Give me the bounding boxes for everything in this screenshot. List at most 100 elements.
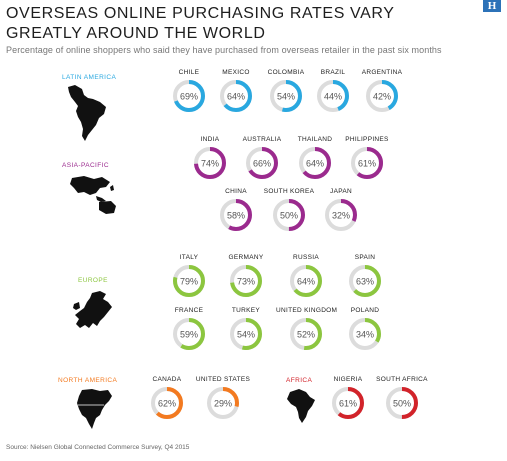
source-note: Source: Nielsen Global Connected Commerc… (6, 444, 190, 451)
donut-arc (220, 80, 252, 112)
country-india: INDIA 74% (180, 135, 240, 180)
chart-subtitle: Percentage of online shoppers who said t… (6, 45, 442, 55)
value-label: 69% (180, 92, 198, 102)
donut-chart: 63% (349, 265, 381, 297)
country-spain: SPAIN 63% (335, 253, 395, 298)
country-south-korea: SOUTH KOREA 50% (259, 187, 319, 232)
country-turkey: TURKEY 54% (216, 306, 276, 351)
country-australia: AUSTRALIA 66% (232, 135, 292, 180)
donut-chart: 59% (173, 318, 205, 350)
donut-arc (173, 265, 205, 297)
chart-title: OVERSEAS ONLINE PURCHASING RATES VARY GR… (6, 5, 395, 42)
country-poland: POLAND 34% (335, 306, 395, 351)
north-america-map-icon (77, 389, 112, 429)
country-label: CHINA (225, 188, 247, 195)
donut-arc (246, 147, 278, 179)
value-label: 42% (373, 92, 391, 102)
value-label: 63% (356, 277, 374, 287)
country-russia: RUSSIA 64% (276, 253, 336, 298)
value-label: 61% (339, 399, 357, 409)
value-label: 34% (356, 330, 374, 340)
country-mexico: MEXICO 64% (206, 68, 266, 113)
donut-arc (230, 318, 262, 350)
donut-chart: 42% (366, 80, 398, 112)
value-label: 64% (227, 92, 245, 102)
donut-arc (349, 265, 381, 297)
value-label: 73% (237, 277, 255, 287)
value-label: 52% (297, 330, 315, 340)
country-label: BRAZIL (320, 69, 346, 76)
donut-chart: 44% (317, 80, 349, 112)
value-label: 58% (227, 211, 245, 221)
donut-arc (349, 318, 381, 350)
value-label: 59% (180, 330, 198, 340)
country-philippines: PHILIPPINES 61% (337, 135, 397, 180)
donut-arc (230, 265, 262, 297)
country-label: MEXICO (222, 69, 250, 76)
latin-america-map-icon (68, 85, 106, 141)
value-label: 54% (237, 330, 255, 340)
donut-chart: 66% (246, 147, 278, 179)
donut-arc (325, 199, 357, 231)
country-japan: JAPAN 32% (311, 187, 371, 232)
value-label: 29% (214, 399, 232, 409)
value-label: 54% (277, 92, 295, 102)
donut-chart: 79% (173, 265, 205, 297)
donut-chart: 29% (207, 387, 239, 419)
donut-arc (386, 387, 418, 419)
country-france: FRANCE 59% (159, 306, 219, 351)
country-united-kingdom: UNITED KINGDOM 52% (276, 306, 337, 351)
donut-arc (299, 147, 331, 179)
donut-chart: 64% (220, 80, 252, 112)
country-china: CHINA 58% (206, 187, 266, 232)
country-nigeria: NIGERIA 61% (318, 375, 378, 420)
country-label: ARGENTINA (361, 69, 403, 76)
country-label: UNITED STATES (195, 376, 251, 383)
value-label: 66% (253, 159, 271, 169)
donut-arc (270, 80, 302, 112)
region-label-latin-america: LATIN AMERICA (62, 74, 117, 81)
country-thailand: THAILAND 64% (285, 135, 345, 180)
donut-arc (366, 80, 398, 112)
country-label: PHILIPPINES (345, 136, 389, 143)
donut-chart: 74% (194, 147, 226, 179)
donut-chart: 61% (351, 147, 383, 179)
country-label: SOUTH KOREA (263, 188, 315, 195)
donut-arc (332, 387, 364, 419)
country-label: POLAND (350, 307, 380, 314)
country-germany: GERMANY 73% (216, 253, 276, 298)
region-label-europe: EUROPE (78, 277, 108, 284)
donut-chart: 62% (151, 387, 183, 419)
donut-chart: 50% (386, 387, 418, 419)
donut-chart: 61% (332, 387, 364, 419)
donut-chart: 34% (349, 318, 381, 350)
donut-arc (194, 147, 226, 179)
donut-chart: 54% (230, 318, 262, 350)
country-italy: ITALY 79% (159, 253, 219, 298)
donut-arc (173, 318, 205, 350)
donut-arc (290, 318, 322, 350)
country-label: NIGERIA (333, 376, 363, 383)
country-label: COLOMBIA (267, 69, 305, 76)
country-chile: CHILE 69% (159, 68, 219, 113)
value-label: 74% (201, 159, 219, 169)
country-label: THAILAND (297, 136, 333, 143)
country-label: SPAIN (354, 254, 376, 261)
country-label: RUSSIA (292, 254, 319, 261)
country-label: INDIA (200, 136, 220, 143)
value-label: 61% (358, 159, 376, 169)
donut-chart: 54% (270, 80, 302, 112)
value-label: 50% (393, 399, 411, 409)
value-label: 44% (324, 92, 342, 102)
europe-map-icon (73, 291, 112, 328)
country-label: GERMANY (228, 254, 264, 261)
country-label: JAPAN (330, 188, 352, 195)
value-label: 50% (280, 211, 298, 221)
asia-pacific-map-icon (70, 176, 116, 214)
donut-arc (151, 387, 183, 419)
donut-arc (220, 199, 252, 231)
donut-chart: 52% (290, 318, 322, 350)
donut-chart: 58% (220, 199, 252, 231)
country-united-states: UNITED STATES 29% (193, 375, 253, 420)
country-label: CHILE (178, 69, 200, 76)
